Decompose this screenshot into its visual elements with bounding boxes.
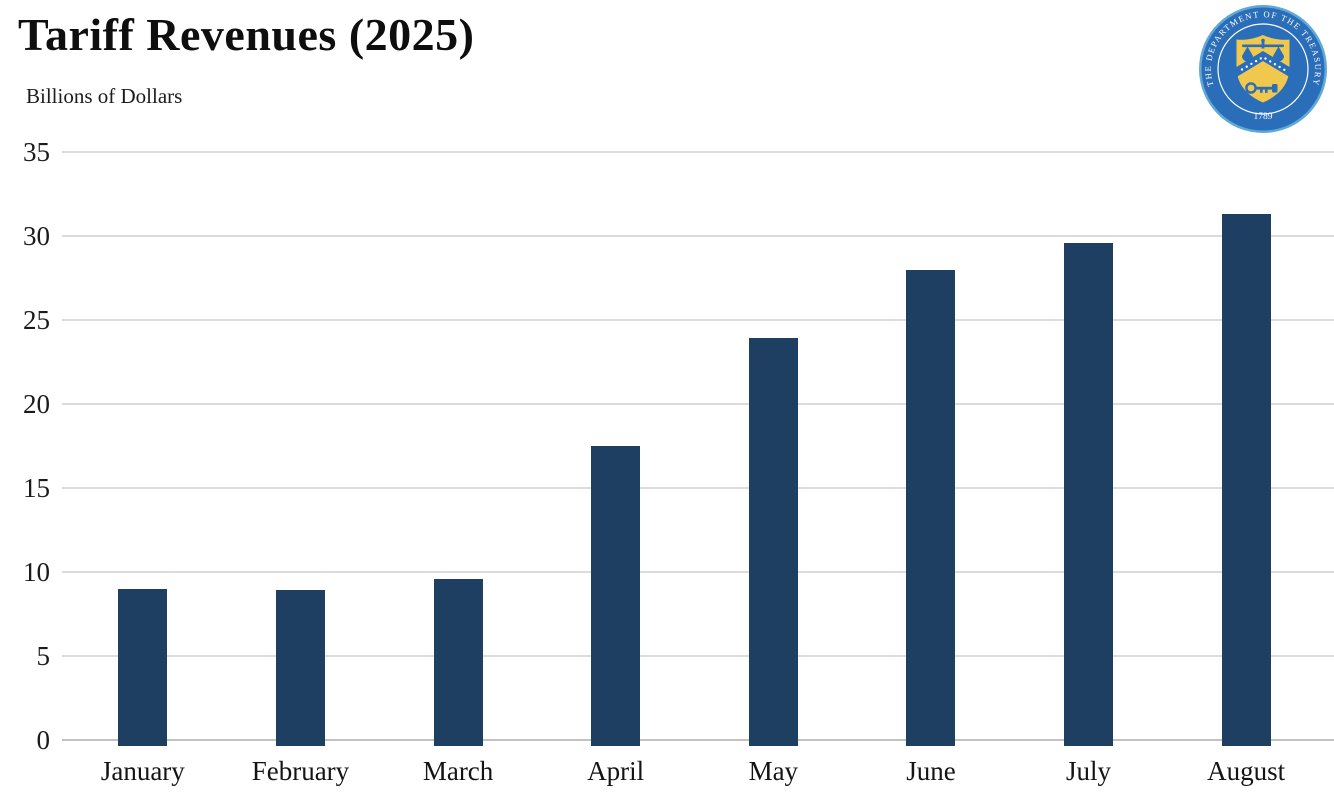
gridline-y-25 <box>62 319 1334 321</box>
bar-april <box>591 446 641 746</box>
bar-august <box>1221 214 1271 746</box>
chart-title: Tariff Revenues (2025) <box>18 9 475 60</box>
bar-july <box>1064 242 1114 746</box>
x-axis-label-march: March <box>422 756 494 786</box>
seal-key-icon <box>1245 82 1278 94</box>
gridline-y-30 <box>62 235 1334 237</box>
seal-year: 1789 <box>1254 112 1273 122</box>
x-axis-label-may: May <box>748 756 799 786</box>
seal-chevron <box>1236 51 1290 77</box>
x-axis-label-february: February <box>251 756 350 786</box>
gridline-y-35 <box>62 151 1334 153</box>
y-axis-tick-10: 10 <box>23 557 50 587</box>
x-axis-label-april: April <box>587 756 645 786</box>
bar-june <box>906 269 956 746</box>
bar-january <box>118 588 168 746</box>
x-axis-label-january: January <box>100 756 185 786</box>
y-axis-tick-20: 20 <box>23 389 50 419</box>
y-axis-tick-25: 25 <box>23 305 50 335</box>
y-axis-tick-0: 0 <box>36 725 51 755</box>
chart-subtitle: Billions of Dollars <box>26 84 183 108</box>
bar-february <box>275 590 325 746</box>
gridline-y-20 <box>62 403 1334 405</box>
x-axis-label-august: August <box>1207 756 1286 786</box>
x-axis-label-july: July <box>1066 756 1112 786</box>
gridline-y-0 <box>62 739 1334 741</box>
gridline-y-10 <box>62 571 1334 573</box>
bar-may <box>748 338 798 746</box>
treasury-seal-icon: THE DEPARTMENT OF THE TREASURY 1789 <box>1199 5 1327 133</box>
gridline-y-15 <box>62 487 1334 489</box>
gridline-y-5 <box>62 655 1334 657</box>
y-axis-tick-15: 15 <box>23 473 50 503</box>
x-axis-label-june: June <box>906 756 956 786</box>
bar-march <box>433 578 483 746</box>
y-axis-tick-5: 5 <box>36 641 51 671</box>
y-axis-tick-30: 30 <box>23 221 50 251</box>
y-axis-tick-35: 35 <box>23 137 50 167</box>
